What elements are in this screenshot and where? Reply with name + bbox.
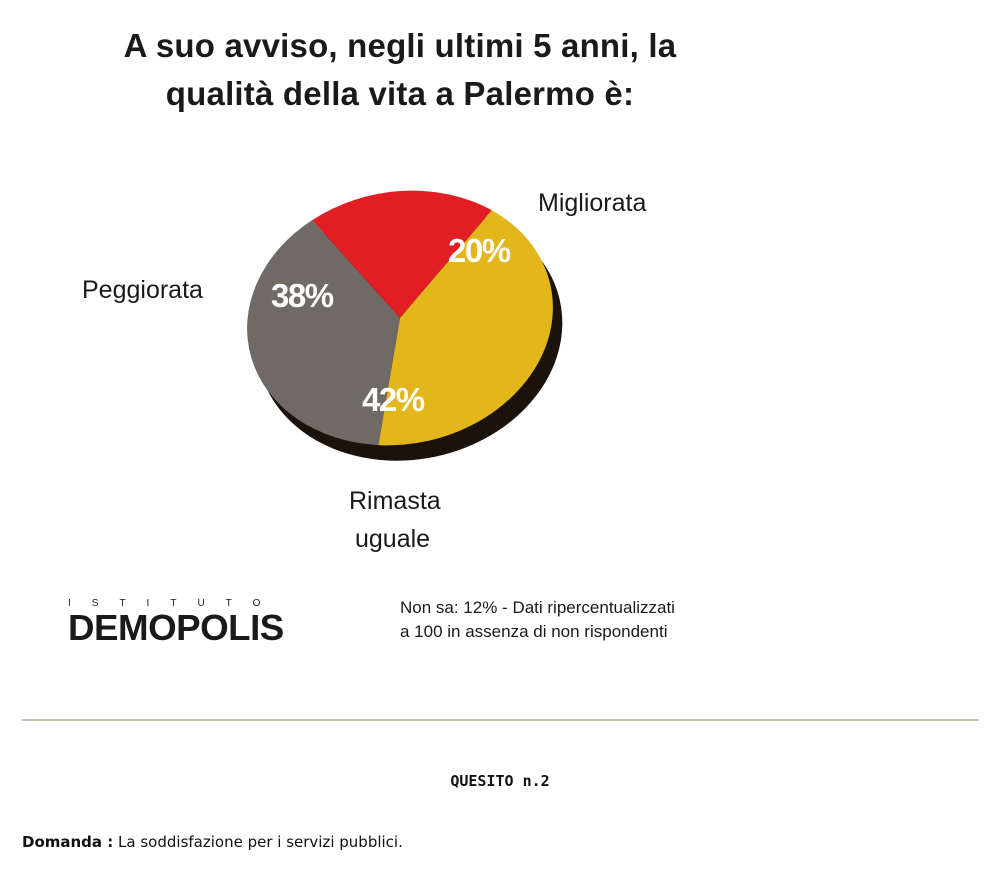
label-peggiorata: Peggiorata — [82, 276, 203, 304]
question-heading: QUESITO n.2 — [450, 772, 550, 790]
demopolis-logo: ISTITUTO DEMOPOLIS — [68, 598, 348, 646]
question-text: La soddisfazione per i servizi pubblici. — [113, 833, 403, 851]
logo-istituto-text: ISTITUTO — [68, 598, 282, 609]
logo-demopolis-text: DEMOPOLIS — [68, 607, 284, 648]
chart-note-line-2: a 100 in assenza di non rispondenti — [400, 622, 668, 641]
pct-label-rimasta: 42% — [362, 381, 425, 418]
pie-slice-peggiorata — [247, 220, 400, 446]
chart-title-line-1: A suo avviso, negli ultimi 5 anni, la — [123, 27, 677, 64]
pie-group — [247, 190, 563, 461]
pie-slice-migliorata — [312, 190, 492, 318]
question-row: Domanda : La soddisfazione per i servizi… — [22, 833, 403, 851]
pct-label-peggiorata: 38% — [271, 277, 334, 314]
chart-note-line-1: Non sa: 12% - Dati ripercentualizzati — [400, 598, 675, 617]
pie-chart: Migliorata Peggiorata Rimasta uguale 20%… — [82, 189, 646, 553]
label-rimasta-line2: uguale — [355, 525, 430, 553]
label-migliorata: Migliorata — [538, 189, 646, 217]
chart-title: A suo avviso, negli ultimi 5 anni, la qu… — [30, 22, 770, 118]
section-divider — [22, 719, 979, 721]
pct-label-migliorata: 20% — [448, 232, 511, 269]
question-key: Domanda : — [22, 833, 114, 851]
chart-note: Non sa: 12% - Dati ripercentualizzati a … — [400, 596, 720, 644]
chart-title-line-2: qualità della vita a Palermo è: — [165, 75, 635, 112]
pie-body — [247, 190, 563, 461]
pie-slice-rimasta-uguale — [378, 210, 553, 446]
label-rimasta-line1: Rimasta — [349, 487, 441, 515]
